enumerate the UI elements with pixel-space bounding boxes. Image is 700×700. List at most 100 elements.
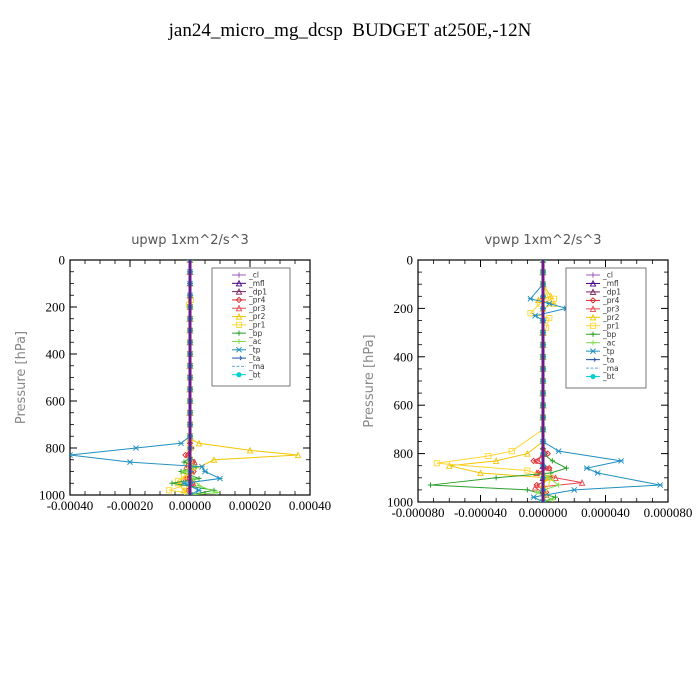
data-point-bp xyxy=(548,470,554,476)
data-point-pr1 xyxy=(550,295,557,302)
legend-marker-bt xyxy=(590,373,596,380)
y-tick-label: 600 xyxy=(46,394,66,409)
data-point-pr2 xyxy=(524,449,531,457)
legend-marker-ta xyxy=(590,357,597,362)
legend-marker-pr4 xyxy=(589,297,597,304)
legend-marker-dp1 xyxy=(235,288,243,295)
legend-label-cl: _cl xyxy=(602,271,613,280)
data-point-pr4 xyxy=(530,457,537,465)
data-point-tp xyxy=(583,465,590,472)
y-tick-label: 0 xyxy=(59,253,66,268)
data-point-tp xyxy=(555,448,562,455)
legend-label-ac: _ac xyxy=(602,338,615,347)
data-point-pr1 xyxy=(546,315,553,322)
legend-marker-dp1 xyxy=(589,288,597,295)
data-point-pr3 xyxy=(534,457,542,464)
y-axis-label: Pressure [hPa] xyxy=(14,331,29,424)
data-point-pr1 xyxy=(485,452,492,460)
data-point-bp xyxy=(181,459,187,465)
data-point-tp xyxy=(202,468,208,475)
legend-marker-bp xyxy=(236,330,242,336)
data-point-bp xyxy=(169,480,175,486)
legend-marker-tp xyxy=(236,346,242,353)
data-point-pr3 xyxy=(191,458,198,466)
data-point-pr2 xyxy=(195,439,203,447)
legend-marker-ac xyxy=(590,340,596,346)
data-point-pr1 xyxy=(165,487,173,494)
data-point-bp xyxy=(493,475,499,481)
legend-label-ma: _ma xyxy=(602,364,619,373)
legend-marker-mfl xyxy=(235,279,243,287)
page-title: jan24_micro_mg_dcsp BUDGET at250E,-12N xyxy=(168,20,532,41)
legend-label-pr1: _pr1 xyxy=(248,321,266,330)
x-tick-label: 0.00000 xyxy=(169,498,211,513)
data-point-pr1 xyxy=(433,460,440,467)
data-point-ac xyxy=(549,496,555,502)
data-point-tp xyxy=(199,463,205,470)
legend-label-mfl: _mfl xyxy=(602,279,619,288)
y-tick-label: 200 xyxy=(394,301,414,316)
legend: _cl_mfl_dp1_pr4_pr3_pr2_pr1_bp_ac_tp_ta_… xyxy=(211,267,291,387)
legend-label-tp: _tp xyxy=(248,345,261,354)
y-tick-label: 600 xyxy=(394,398,414,413)
data-point-tp xyxy=(546,300,553,307)
legend-marker-cl xyxy=(590,272,596,278)
x-tick-label: -0.000040 xyxy=(454,505,507,520)
series-line-pr1 xyxy=(436,260,556,502)
data-point-tp xyxy=(530,494,537,501)
data-point-tp xyxy=(217,475,223,482)
data-point-pr3 xyxy=(552,474,559,481)
x-tick-label: 0.000080 xyxy=(644,505,693,520)
y-tick-label: 400 xyxy=(394,349,414,364)
data-point-tp xyxy=(532,312,539,319)
data-point-pr2 xyxy=(492,457,500,464)
vpwp-panel: vpwp 1xm^2/s^3 Pressure [hPa] -0.000080 -0.… xyxy=(362,233,692,520)
y-tick-label: 800 xyxy=(394,446,414,461)
y-tick-label: 800 xyxy=(46,441,66,456)
legend: _cl_mfl_dp1_pr4_pr3_pr2_pr1_bp_ac_tp_ta_… xyxy=(565,267,647,389)
data-point-bp xyxy=(427,482,434,488)
legend-label-dp1: _dp1 xyxy=(602,288,621,297)
legend-marker-pr4 xyxy=(235,296,243,304)
legend-label-pr4: _pr4 xyxy=(602,296,620,305)
data-point-pr1 xyxy=(508,448,515,455)
data-point-bp xyxy=(552,494,559,500)
data-point-pr3 xyxy=(531,483,539,491)
legend-marker-ta xyxy=(236,355,243,361)
legend-marker-bp xyxy=(590,331,596,337)
legend-label-bt: _bt xyxy=(248,370,261,379)
legend-label-bp: _bp xyxy=(248,329,263,338)
data-point-tp xyxy=(594,470,601,476)
data-point-pr2 xyxy=(477,469,484,477)
legend-label-pr2: _pr2 xyxy=(602,313,620,322)
data-point-tp xyxy=(133,445,139,451)
legend-marker-pr3 xyxy=(589,305,597,312)
data-point-tp xyxy=(70,452,73,458)
data-point-tp xyxy=(181,480,187,487)
upwp-panel: upwp 1xm^2/s^3 Pressure [hPa] -0.00040 -0.0… xyxy=(14,233,331,513)
legend-marker-ac xyxy=(236,338,242,345)
legend-box xyxy=(211,267,291,387)
legend-marker-pr2 xyxy=(589,313,597,321)
legend-marker-pr1 xyxy=(235,321,243,328)
legend-box xyxy=(565,267,647,389)
series-group xyxy=(70,260,302,495)
data-point-tp xyxy=(127,459,133,466)
legend-marker-tp xyxy=(590,348,596,355)
data-point-ac xyxy=(534,489,540,495)
data-point-tp xyxy=(178,440,184,447)
data-point-pr2 xyxy=(445,462,453,469)
legend-label-pr2: _pr2 xyxy=(248,312,266,321)
data-point-tp xyxy=(527,295,534,302)
y-tick-label: 1000 xyxy=(39,488,65,503)
data-point-ac xyxy=(546,475,552,481)
data-point-ac xyxy=(214,490,220,495)
data-point-bp xyxy=(524,487,530,493)
legend-label-tp: _tp xyxy=(602,347,615,356)
legend-label-ta: _ta xyxy=(248,354,260,363)
x-tick-label: -0.00040 xyxy=(47,498,94,513)
legend-label-bt: _bt xyxy=(602,372,615,381)
data-point-bp xyxy=(196,475,202,482)
data-point-pr2 xyxy=(210,456,218,463)
